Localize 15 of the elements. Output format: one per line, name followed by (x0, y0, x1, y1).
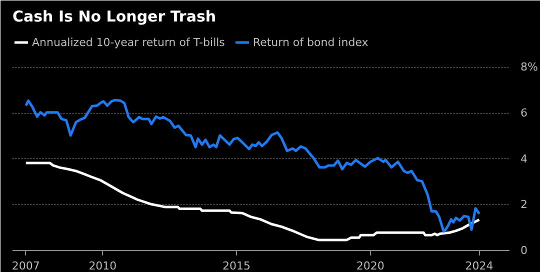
x-tick-label: 2010 (88, 260, 117, 272)
legend-label: Return of bond index (252, 36, 368, 48)
x-tick-label: 2015 (222, 260, 251, 272)
y-tick-label: 6 (520, 106, 528, 120)
x-tick-label: 2024 (465, 260, 494, 272)
legend-label: Annualized 10-year return of T-bills (32, 36, 225, 48)
y-tick-label: 8% (520, 60, 538, 74)
y-tick-label: 0 (520, 244, 528, 257)
line-series (24, 162, 481, 242)
line-series (24, 98, 481, 233)
y-tick-label: 4 (520, 152, 528, 166)
y-tick-label: 2 (520, 198, 528, 212)
x-tick-label: 2007 (12, 260, 40, 272)
x-tick-label: 2020 (356, 260, 384, 272)
chart-title: Cash Is No Longer Trash (12, 8, 216, 26)
